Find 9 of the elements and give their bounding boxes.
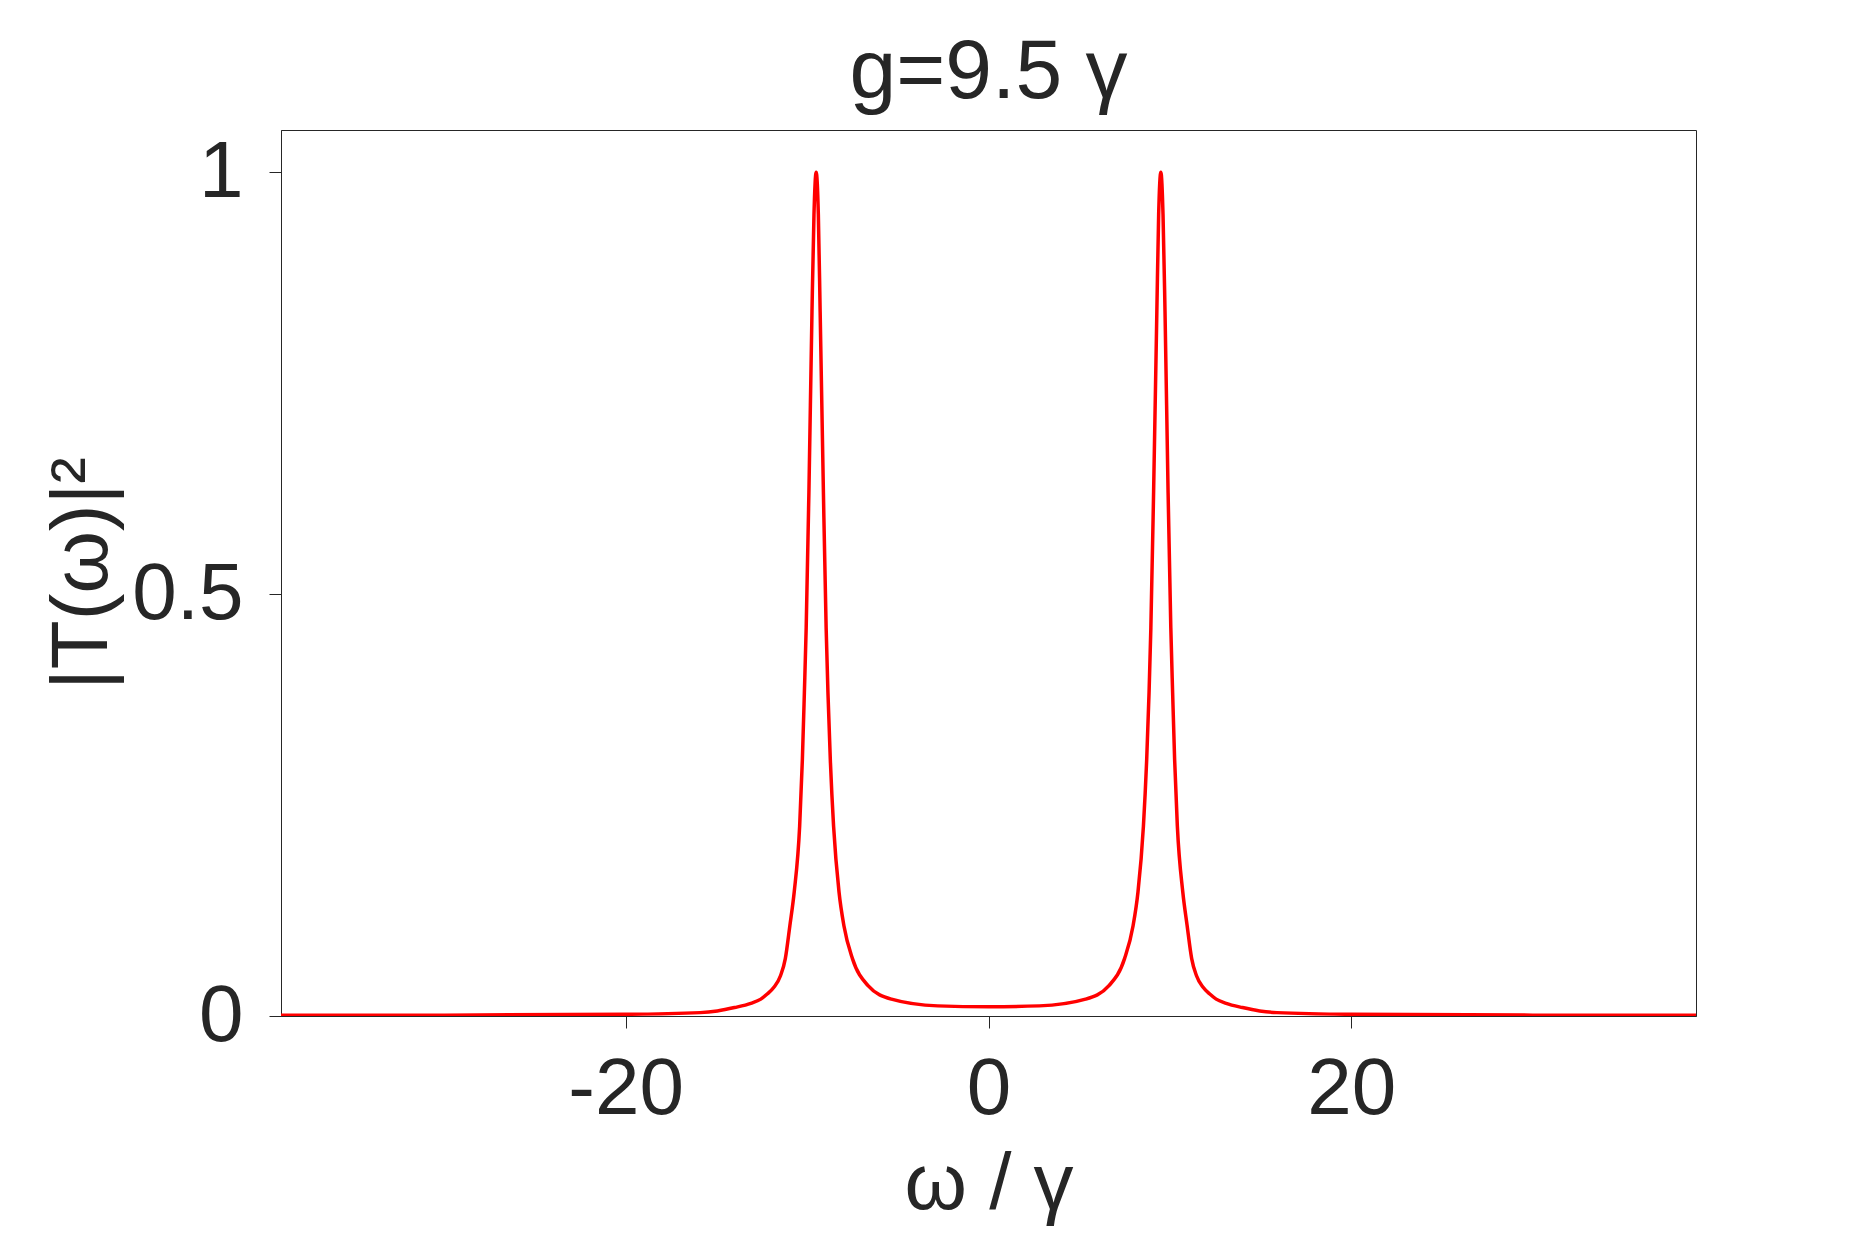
x-axis-title: ω / γ	[904, 1136, 1074, 1226]
x-tick-label: -20	[568, 1041, 684, 1131]
y-tick-label: 1	[199, 124, 244, 214]
x-tick-label: 0	[966, 1041, 1012, 1131]
y-tick-label: 0	[199, 968, 244, 1058]
y-tick-label: 0.5	[132, 546, 244, 636]
x-tick-label: 20	[1307, 1041, 1397, 1131]
y-axis-title: |T(ω)|²	[35, 457, 125, 690]
chart-title: g=9.5 γ	[849, 22, 1128, 116]
